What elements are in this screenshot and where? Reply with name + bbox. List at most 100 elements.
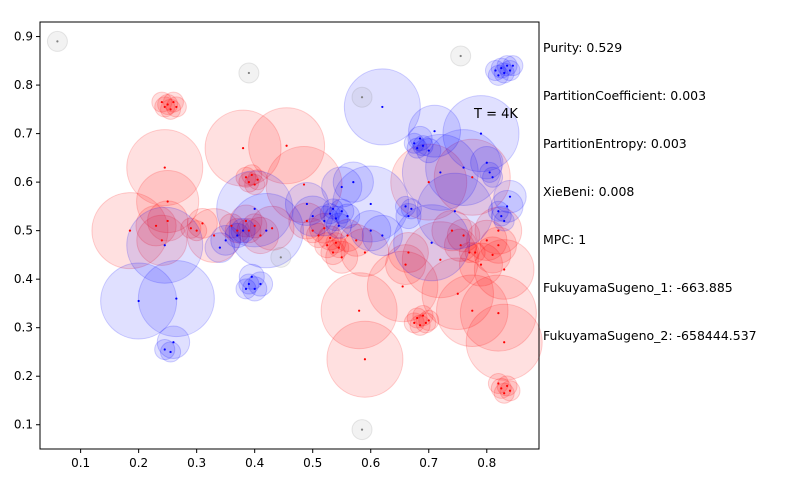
blue-point [488,171,491,174]
blue-point [404,205,407,208]
y-tick-label: 0.9 [14,30,33,44]
red-point [160,239,163,242]
x-tick-label: 0.3 [187,456,206,470]
gray-point [247,71,250,75]
blue-point [500,214,503,218]
blue-point [462,166,465,169]
red-point [407,251,410,254]
red-point [163,105,166,109]
red-point [244,176,248,179]
y-tick-label: 0.6 [14,175,33,189]
blue-point [413,142,416,145]
gray-point [360,96,364,99]
blue-point [241,229,245,232]
red-point [326,244,329,247]
red-point [471,309,474,312]
blue-point [433,130,436,133]
blue-point [340,210,343,213]
plot-frame [39,21,540,450]
red-point [256,178,259,181]
blue-point [427,149,430,152]
blue-point [369,202,372,206]
red-point [253,224,256,227]
metric-partition-coefficient: PartitionCoefficient: 0.003 [543,88,707,103]
red-point [363,358,367,361]
blue-point [505,205,509,208]
blue-point [163,348,166,351]
metric-fukuyama-sugeno-2: FukuyamaSugeno_2: -658444.537 [543,328,757,343]
red-point [421,314,425,317]
blue-point [323,219,326,223]
blue-point [352,181,355,184]
red-point [479,263,483,266]
metric-xie-beni: XieBeni: 0.008 [543,184,635,199]
blue-point [340,185,343,189]
x-tick-label: 0.6 [361,456,380,470]
red-point [244,219,248,223]
blue-point [218,246,221,249]
x-tick-label: 0.5 [303,456,322,470]
metric-mpc: MPC: 1 [543,232,587,247]
red-point [456,292,459,295]
x-tick-label: 0.8 [477,456,496,470]
red-point [241,147,245,150]
blue-point [418,137,422,140]
red-point [302,183,306,186]
red-point [163,166,166,169]
blue-point [305,202,309,206]
red-point [404,263,407,266]
blue-point [247,282,250,286]
red-point [471,176,474,179]
blue-point [381,105,384,109]
x-axis: 0.1 0.2 0.3 0.4 0.5 0.6 0.7 0.8 [71,449,496,470]
blue-point [503,71,506,75]
gray-point [459,54,462,58]
x-tick-label: 0.7 [419,456,438,470]
blue-point [494,69,497,72]
blue-point [265,229,268,232]
blue-point [169,350,172,354]
red-point [195,229,198,232]
blue-point [410,207,413,210]
blue-point [503,219,506,223]
temperature-annotation: T = 4K [473,107,518,122]
red-point [340,256,343,259]
x-tick-label: 0.2 [129,456,148,470]
red-point [317,234,320,237]
blue-point [416,147,419,150]
red-point [500,387,503,390]
blue-point [163,244,166,247]
red-point [503,392,506,395]
blue-point [511,64,514,67]
red-point [334,241,338,244]
red-point [323,227,326,230]
red-point [355,239,358,242]
blue-point [311,214,314,218]
blue-point [500,66,503,70]
y-tick-label: 0.8 [14,78,33,92]
blue-point [259,282,262,286]
gray-point [360,428,364,431]
red-point [160,100,163,104]
blue-point [346,214,349,218]
blue-point [224,239,227,242]
red-point [503,268,506,271]
red-point [508,389,512,392]
red-point [250,173,253,176]
red-point [439,258,442,261]
blue-point [253,287,256,290]
blue-point [381,234,384,237]
metric-fukuyama-sugeno-1: FukuyamaSugeno_1: -663.885 [543,280,733,295]
red-point [189,227,192,230]
red-point [175,105,178,109]
red-point [497,229,500,232]
blue-point [172,341,175,344]
blue-point [439,171,442,174]
y-tick-label: 0.1 [14,418,33,432]
red-point [253,183,256,186]
red-point [247,229,250,232]
y-tick-label: 0.4 [14,272,33,286]
blue-point [430,241,433,244]
red-point [459,244,462,247]
